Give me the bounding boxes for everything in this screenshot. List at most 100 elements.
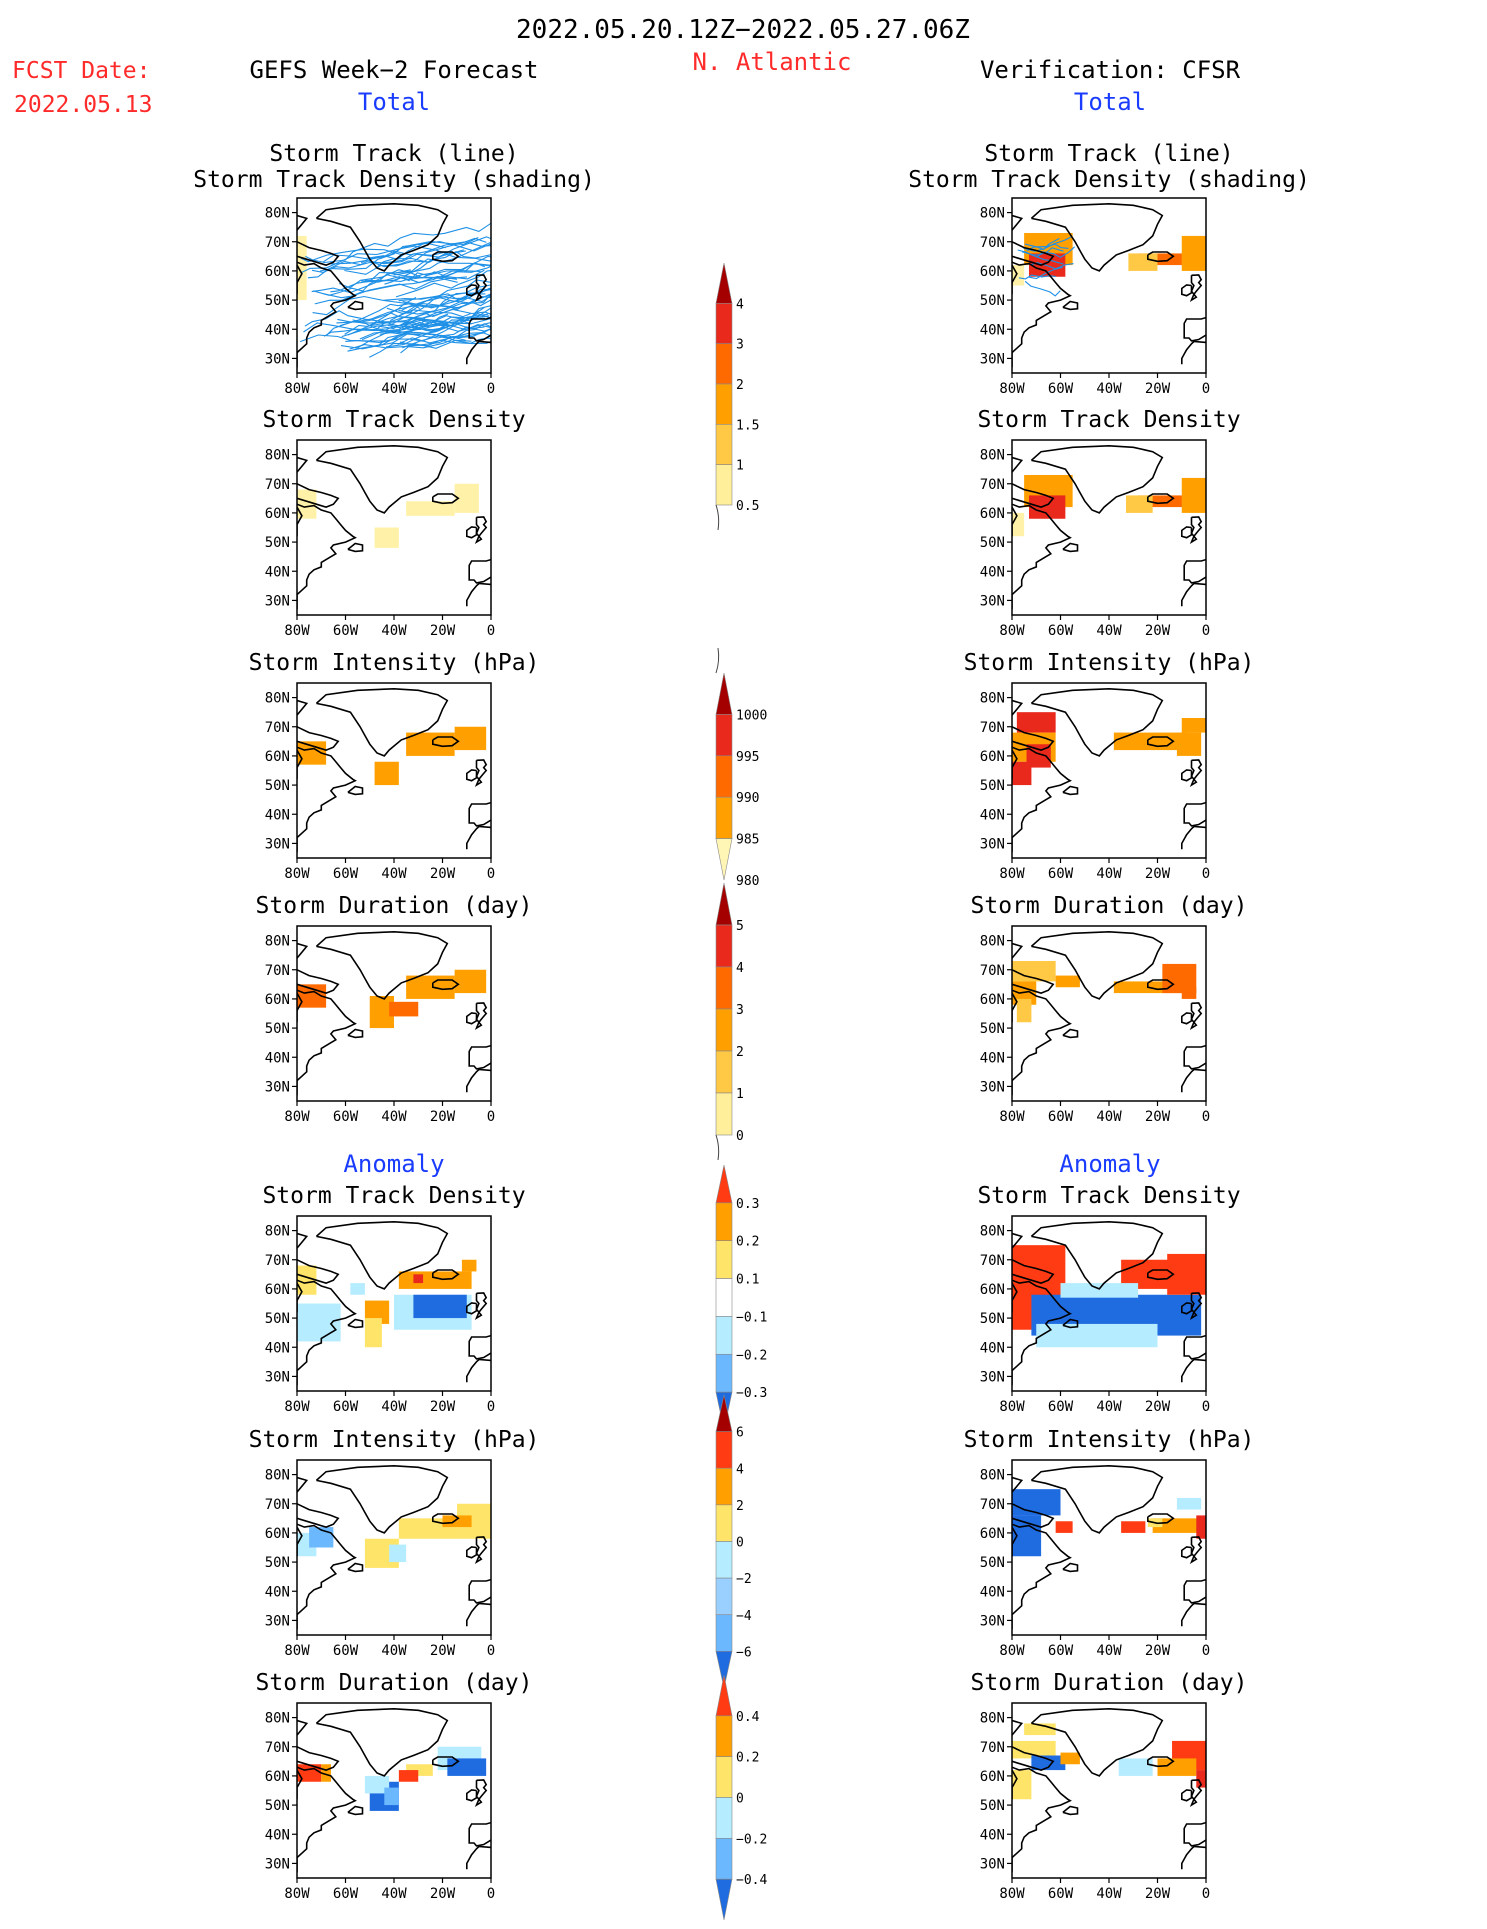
lat-tick-label: 70N	[980, 477, 1005, 493]
coastline	[1147, 493, 1175, 505]
lon-tick-label: 0	[1202, 1886, 1210, 1902]
coastline	[466, 1358, 491, 1383]
coastline	[297, 456, 309, 473]
lon-tick-label: 60W	[333, 1109, 359, 1125]
lon-tick-label: 20W	[1145, 381, 1171, 397]
coastline	[297, 942, 309, 959]
shading-cell	[406, 501, 455, 516]
storm-track-line	[330, 249, 464, 265]
shading-cell	[1125, 495, 1153, 513]
lon-tick-label: 80W	[284, 1399, 310, 1415]
coastline	[297, 241, 340, 266]
colorbar-tail	[715, 647, 720, 674]
lat-tick-label: 80N	[265, 1711, 290, 1727]
shading-cell	[1012, 1489, 1061, 1516]
map-background	[1012, 198, 1206, 373]
coastline	[297, 1746, 340, 1771]
lon-tick-label: 0	[1202, 866, 1210, 882]
lon-tick-label: 60W	[1048, 1886, 1074, 1902]
map-background	[1012, 926, 1206, 1101]
coastline	[297, 503, 357, 610]
shading-cell	[1157, 1758, 1197, 1776]
lat-tick-label: 30N	[980, 593, 1005, 609]
map-content	[297, 926, 491, 1101]
region-title: N. Atlantic	[693, 48, 852, 76]
coastline	[1012, 241, 1055, 266]
panel-title: Storm Track Density	[262, 1183, 525, 1209]
lat-tick-label: 80N	[980, 934, 1005, 950]
panel-title: Storm Intensity (hPa)	[249, 1427, 540, 1453]
shading-cell	[297, 1265, 317, 1295]
lat-tick-label: 70N	[980, 720, 1005, 736]
shading-cell	[364, 1318, 382, 1348]
lat-tick-label: 50N	[265, 1555, 290, 1571]
colorbar-label: 0	[736, 1129, 744, 1144]
coastline	[1181, 1012, 1193, 1025]
colorbar-label: −0.3	[736, 1386, 767, 1401]
lat-tick-label: 40N	[980, 1827, 1005, 1843]
map-background	[1012, 683, 1206, 858]
coastline	[498, 262, 505, 277]
coastline	[1189, 274, 1203, 303]
coastline	[1062, 542, 1079, 553]
panel-title: Storm Track (line)	[984, 141, 1233, 167]
coastline	[315, 444, 449, 514]
colorbar-label: 2	[736, 1045, 744, 1060]
shading-cell	[454, 726, 487, 751]
map-content	[297, 440, 505, 615]
lon-tick-label: 0	[487, 1399, 495, 1415]
storm-track-line	[323, 276, 468, 299]
storm-track-line	[395, 270, 491, 298]
coastline	[466, 769, 478, 782]
coastline	[432, 493, 460, 505]
coastline	[498, 747, 505, 762]
coastline	[1012, 1279, 1072, 1386]
lat-tick-label: 70N	[265, 1740, 290, 1756]
lon-tick-label: 40W	[1096, 1399, 1122, 1415]
coastline	[297, 969, 340, 994]
lon-tick-label: 0	[1202, 1399, 1210, 1415]
lat-tick-label: 40N	[265, 1827, 290, 1843]
lon-tick-label: 40W	[1096, 866, 1122, 882]
lat-tick-label: 60N	[980, 749, 1005, 765]
map-panel-cfsr-anom-intensity: Storm Intensity (hPa) 80N 70N 60N 50N 40N 30N 8…	[964, 1427, 1255, 1659]
colorbar-label: 2	[736, 1499, 744, 1514]
lon-tick-label: 0	[487, 623, 495, 639]
coastline	[315, 1707, 449, 1777]
colorbar-segment	[715, 1431, 733, 1469]
lat-tick-label: 60N	[980, 506, 1005, 522]
coastline	[1181, 1546, 1193, 1559]
coastline	[1012, 1232, 1024, 1249]
colorbar-segment	[715, 303, 733, 344]
lon-tick-label: 80W	[284, 1886, 310, 1902]
coastline	[1147, 979, 1175, 991]
storm-track-line	[403, 251, 491, 277]
coastline	[498, 504, 505, 519]
lat-tick-label: 30N	[980, 1079, 1005, 1095]
shading-cell	[1060, 1283, 1139, 1298]
coastline	[1012, 1259, 1055, 1284]
map-content	[297, 198, 505, 373]
shading-cell	[1012, 761, 1032, 786]
lon-tick-label: 20W	[430, 623, 456, 639]
lon-tick-label: 80W	[999, 866, 1025, 882]
coastline	[1183, 1044, 1206, 1070]
coastline	[1012, 503, 1072, 610]
colorbar-segment	[715, 755, 733, 798]
storm-track-line	[375, 236, 491, 269]
coastline	[1147, 1756, 1175, 1768]
map-panel-cfsr-total-density: Storm Track Density 80N 70N 60N 50N 40N 30N 80W…	[977, 407, 1240, 639]
lat-tick-label: 80N	[980, 1224, 1005, 1240]
coastline	[1062, 1318, 1079, 1329]
lat-tick-label: 30N	[265, 1613, 290, 1629]
coastline	[1012, 456, 1024, 473]
storm-track-line	[385, 324, 491, 348]
shading-cell	[1028, 253, 1066, 277]
storm-track-line	[300, 248, 401, 263]
coastline	[474, 1779, 488, 1808]
colorbar-label: 3	[736, 1003, 744, 1018]
coastline	[347, 542, 364, 553]
shading-cell	[1181, 235, 1206, 271]
colorbar-segment	[715, 1008, 733, 1052]
coastline	[297, 1769, 303, 1800]
